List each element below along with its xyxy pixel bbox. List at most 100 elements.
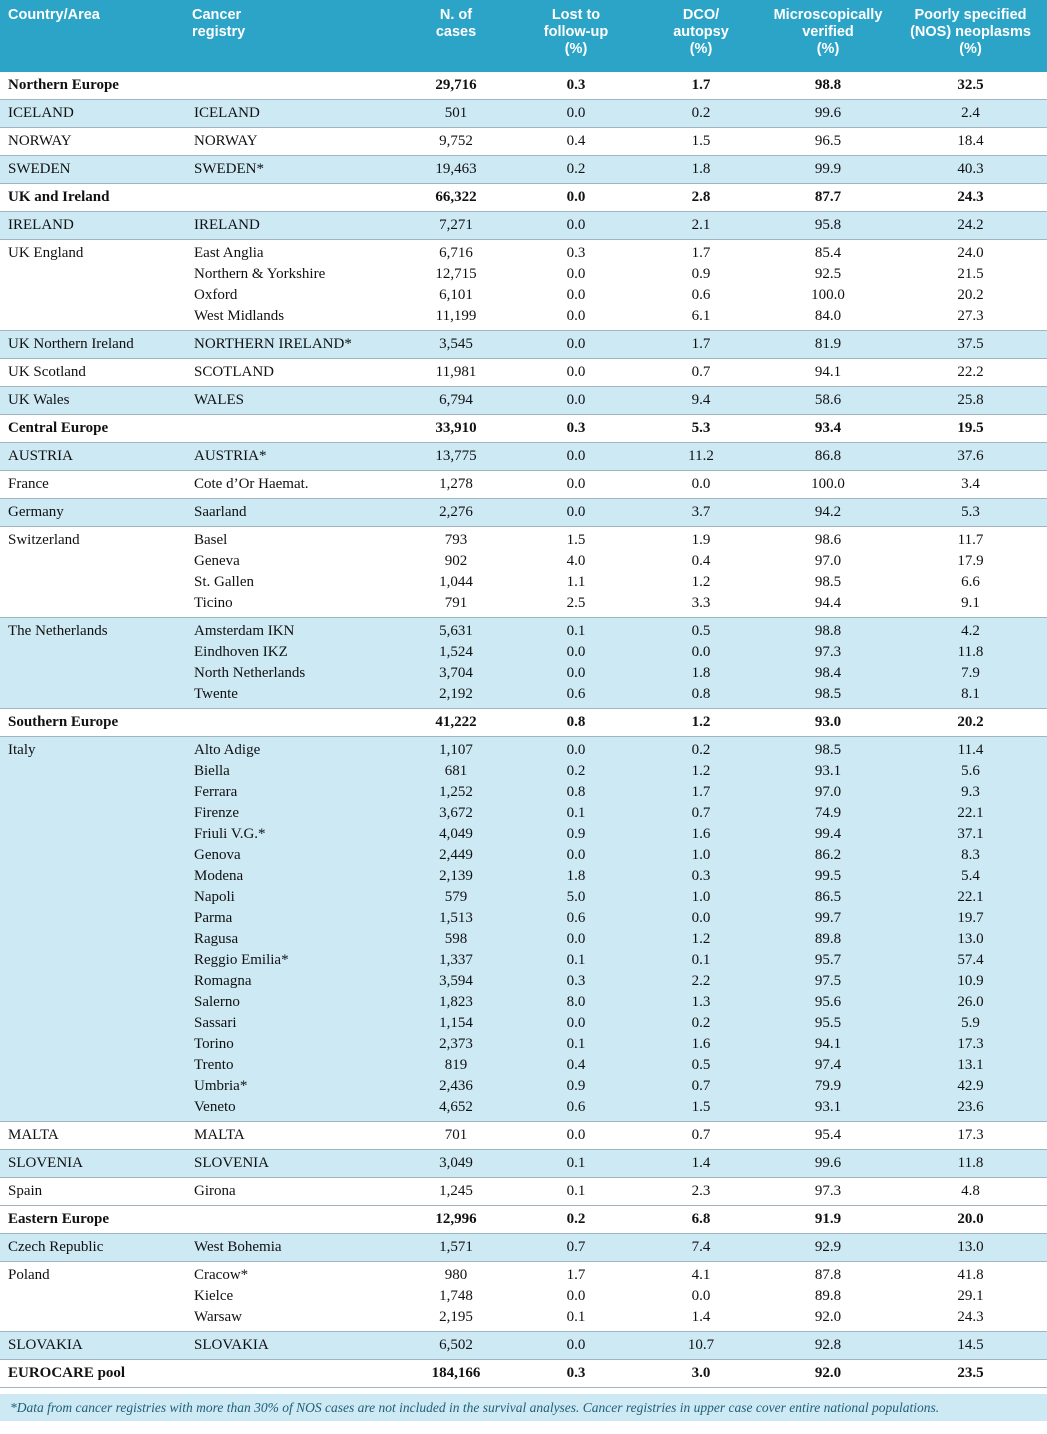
cases-cell: 184,166 [431,1365,481,1381]
verified-cell: 79.9 [814,1078,842,1094]
dco-autopsy-cell: 0.3 [691,868,711,884]
country-cell [0,285,188,306]
dco-autopsy-cell: 11.2 [688,448,714,464]
table-row: Ticino 791 2.5 3.3 94.4 9.1 [0,593,1047,618]
country-cell [0,642,188,663]
dco-autopsy-cell: 1.0 [691,889,711,905]
lost-followup-cell: 0.0 [566,847,586,863]
cases-cell: 12,996 [435,1211,477,1227]
verified-cell: 94.4 [814,595,842,611]
nos-cell: 41.8 [957,1267,984,1283]
verified-cell: 97.3 [814,1183,842,1199]
nos-cell: 24.2 [957,217,984,233]
registry-cell: East Anglia [194,245,264,261]
registry-cell: West Midlands [194,308,285,324]
nos-cell: 8.3 [961,847,980,863]
nos-cell: 22.1 [957,805,984,821]
table-row: IRELAND IRELAND 7,271 0.0 2.1 95.8 24.2 [0,212,1047,240]
nos-cell: 29.1 [957,1288,984,1304]
registry-cell: Veneto [194,1099,236,1115]
lost-followup-cell: 0.8 [566,784,586,800]
table-row: UK and Ireland 66,322 0.0 2.8 87.7 24.3 [0,184,1047,212]
table-row: West Midlands 11,199 0.0 6.1 84.0 27.3 [0,306,1047,331]
registry-cell: MALTA [194,1127,245,1143]
country-cell: Southern Europe [8,714,119,730]
dco-autopsy-cell: 0.9 [691,266,711,282]
country-cell: Spain [8,1183,43,1199]
dco-autopsy-cell: 0.7 [691,1127,711,1143]
registry-cell: SWEDEN* [194,161,264,177]
registry-cell: Biella [194,763,230,779]
verified-cell: 99.6 [814,1155,842,1171]
registry-cell: North Netherlands [194,665,306,681]
dco-autopsy-cell: 1.2 [691,763,711,779]
lost-followup-cell: 0.0 [566,448,586,464]
registry-cell: Eindhoven IKZ [194,644,288,660]
table-row: Central Europe 33,910 0.3 5.3 93.4 19.5 [0,415,1047,443]
nos-cell: 25.8 [957,392,984,408]
dco-autopsy-cell: 0.6 [691,287,711,303]
country-cell [0,1307,188,1332]
cases-cell: 1,823 [439,994,473,1010]
nos-cell: 2.4 [961,105,980,121]
dco-autopsy-cell: 0.0 [691,644,711,660]
row-group: EUROCARE pool 184,166 0.3 3.0 92.0 23.5 [0,1359,1047,1388]
nos-cell: 7.9 [961,665,980,681]
nos-cell: 14.5 [957,1337,984,1353]
row-group: Central Europe 33,910 0.3 5.3 93.4 19.5 [0,414,1047,443]
dco-autopsy-cell: 1.8 [691,161,711,177]
dco-autopsy-cell: 6.1 [691,308,711,324]
registry-cell: Northern & Yorkshire [194,266,326,282]
nos-cell: 23.6 [957,1099,984,1115]
table-row: Firenze 3,672 0.1 0.7 74.9 22.1 [0,803,1047,824]
verified-cell: 95.7 [814,952,842,968]
dco-autopsy-cell: 0.8 [691,686,711,702]
header-row: Country/Area Cancer registry N. of cases… [0,0,1047,72]
country-cell [0,929,188,950]
verified-cell: 91.9 [814,1211,842,1227]
verified-cell: 93.1 [814,763,842,779]
lost-followup-cell: 0.1 [566,952,586,968]
verified-cell: 95.5 [814,1015,842,1031]
table-row: Northern Europe 29,716 0.3 1.7 98.8 32.5 [0,72,1047,100]
table-row: Sassari 1,154 0.0 0.2 95.5 5.9 [0,1013,1047,1034]
country-cell [0,1286,188,1307]
verified-cell: 97.4 [814,1057,842,1073]
cases-cell: 501 [444,105,468,121]
country-cell [0,971,188,992]
nos-cell: 18.4 [957,133,984,149]
nos-cell: 8.1 [961,686,980,702]
nos-cell: 9.3 [961,784,980,800]
table-row: The Netherlands Amsterdam IKN 5,631 0.1 0.5 9… [0,618,1047,643]
verified-cell: 99.4 [814,826,842,842]
table-row: St. Gallen 1,044 1.1 1.2 98.5 6.6 [0,572,1047,593]
cases-cell: 3,049 [439,1155,473,1171]
row-group: SWEDEN SWEDEN* 19,463 0.2 1.8 99.9 40.3 [0,155,1047,184]
verified-cell: 89.8 [814,931,842,947]
verified-cell: 81.9 [814,336,842,352]
nos-cell: 37.5 [957,336,984,352]
country-cell [0,684,188,709]
table-row: Umbria* 2,436 0.9 0.7 79.9 42.9 [0,1076,1047,1097]
dco-autopsy-cell: 1.7 [691,336,711,352]
dco-autopsy-cell: 0.7 [691,1078,711,1094]
table-row: Reggio Emilia* 1,337 0.1 0.1 95.7 57.4 [0,950,1047,971]
cases-cell: 1,571 [439,1239,473,1255]
registry-cell: Romagna [194,973,252,989]
verified-cell: 100.0 [811,476,845,492]
cases-cell: 1,044 [439,574,473,590]
cases-cell: 2,195 [439,1309,473,1325]
registry-cell: Reggio Emilia* [194,952,289,968]
lost-followup-cell: 0.0 [566,742,586,758]
verified-cell: 97.5 [814,973,842,989]
dco-autopsy-cell: 4.1 [691,1267,711,1283]
registry-cell: Oxford [194,287,238,303]
registry-cell: Geneva [194,553,240,569]
cases-cell: 2,192 [439,686,473,702]
country-cell: Germany [8,504,64,520]
row-group: France Cote d’Or Haemat. 1,278 0.0 0.0 100.0 3… [0,470,1047,499]
cases-cell: 701 [444,1127,468,1143]
nos-cell: 57.4 [957,952,984,968]
cases-cell: 2,436 [439,1078,473,1094]
lost-followup-cell: 0.7 [566,1239,586,1255]
